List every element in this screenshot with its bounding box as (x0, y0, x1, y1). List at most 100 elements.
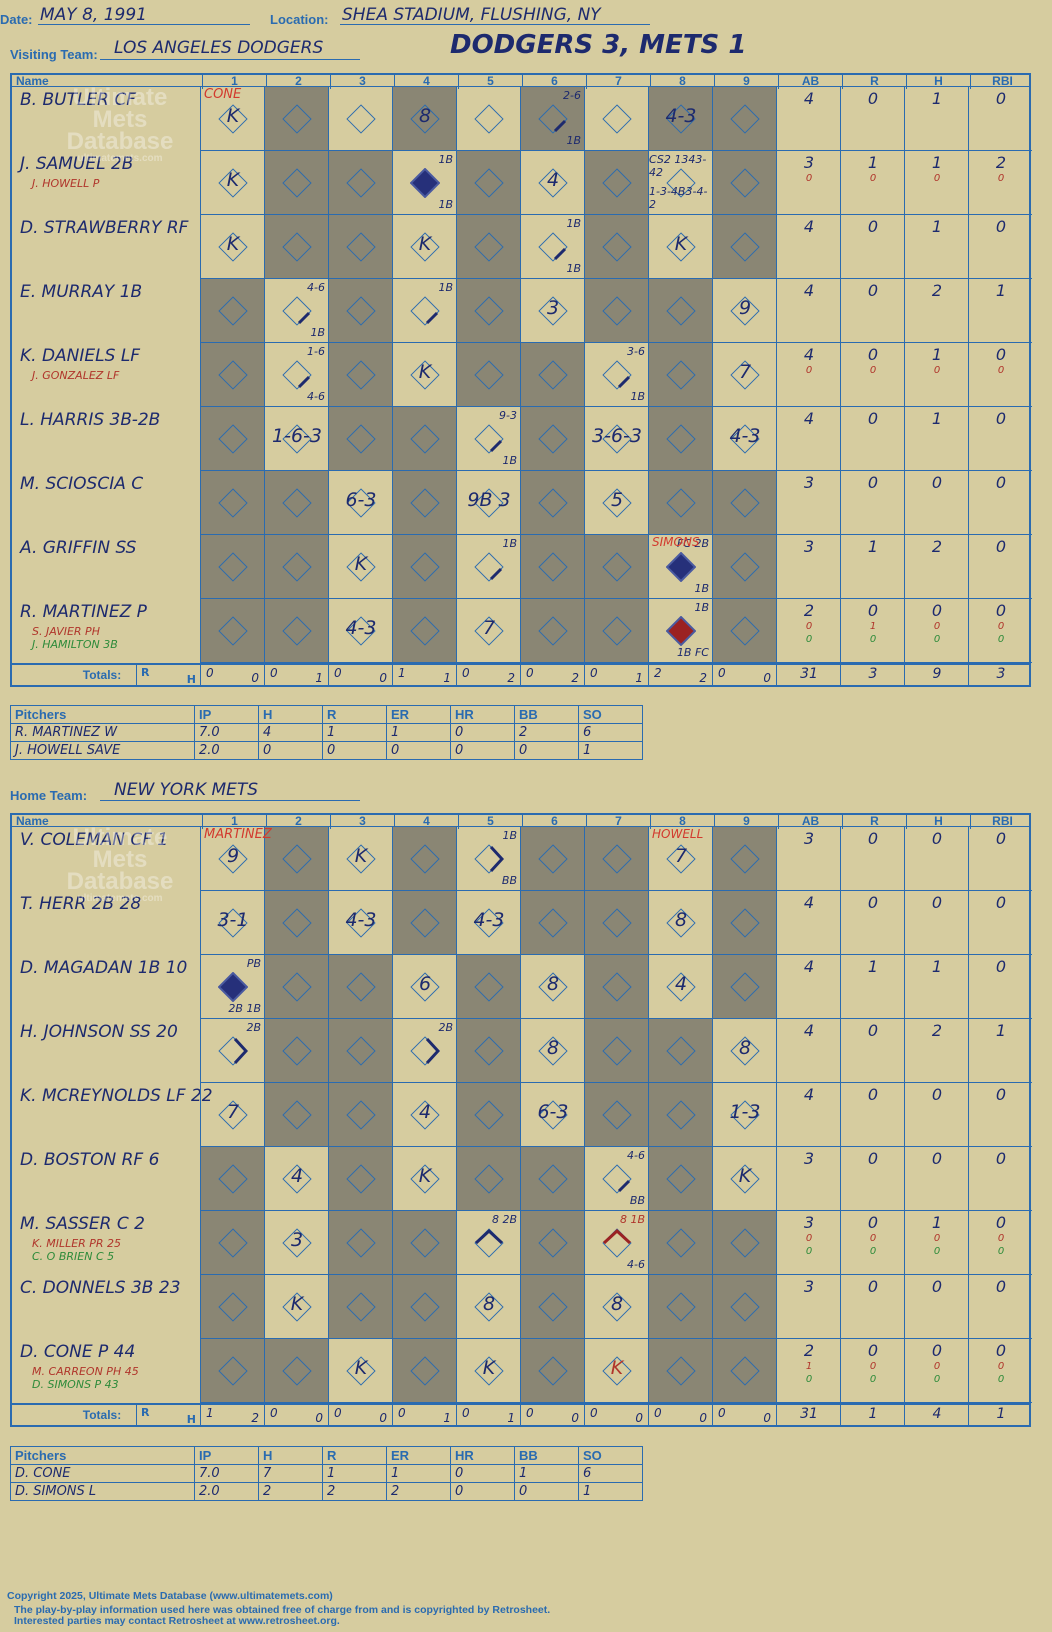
stat-cell: 2 (904, 1019, 968, 1083)
base-diamond (218, 552, 248, 582)
inning-cell: 1-6 4-6 (264, 343, 328, 407)
pitchers-label: Pitchers (10, 1446, 195, 1465)
pitcher-row: R. MARTINEZ W 7.0 4 1 1 0 2 6 (10, 723, 643, 742)
batter-name: D. STRAWBERRY RF (20, 218, 189, 238)
inning-cell (200, 1339, 264, 1403)
inning-cell: 4-3 (648, 87, 712, 151)
column-header-row: Name 1 2 3 4 5 6 7 8 9 AB R H RBI (10, 813, 1031, 829)
base-diamond (282, 1164, 312, 1194)
base-diamond (346, 296, 376, 326)
inning-cell (328, 1019, 392, 1083)
stat-cell: 0 (904, 1083, 968, 1147)
base-diamond (282, 360, 312, 390)
base-diamond (666, 844, 696, 874)
stat-total-value: 3 (868, 666, 878, 682)
stat-value: 4 (803, 281, 815, 300)
inning-runs: 1 (206, 1406, 214, 1420)
stat-value: 1 (931, 345, 943, 364)
inning-cell (392, 1211, 456, 1275)
inning-cell (200, 343, 264, 407)
inning-cell: 4-6 BB (584, 1147, 648, 1211)
base-diamond (666, 552, 696, 582)
inning-header-3: 3 (330, 815, 394, 829)
batter-name: B. BUTLER CF (20, 90, 137, 110)
play-note: 1B (502, 454, 517, 467)
base-diamond (666, 168, 696, 198)
pitcher-stat: 1 (386, 723, 451, 742)
base-diamond (282, 232, 312, 262)
game-location: SHEA STADIUM, FLUSHING, NY (342, 5, 601, 25)
batter-row: D. STRAWBERRY RF K K 1B 1B K 4 0 1 0 (10, 215, 1032, 279)
base-diamond (538, 360, 568, 390)
inning-cell (456, 955, 520, 1019)
base-diamond (602, 488, 632, 518)
batter-name: T. HERR 2B 28 (20, 894, 142, 914)
inning-cell (200, 471, 264, 535)
inning-cell: 1B (392, 279, 456, 343)
inning-cell: 1-6-3 (264, 407, 328, 471)
inning-hits: 2 (699, 671, 707, 685)
pitcher-stat-header: HR (450, 705, 515, 724)
inning-cell: 4-6 1B (264, 279, 328, 343)
substitute-name: J. GONZALEZ LF (32, 369, 120, 382)
batter-row: R. MARTINEZ P S. JAVIER PH J. HAMILTON 3B 4… (10, 599, 1032, 663)
inning-cell: 6-3 (520, 1083, 584, 1147)
stat-value: 0 (867, 281, 879, 300)
play-result: 7 (674, 845, 688, 867)
stat-value: 0 (995, 1341, 1007, 1360)
base-diamond (602, 360, 632, 390)
base-diamond (730, 104, 760, 134)
stat-value: 0 (931, 473, 943, 492)
stat-total: 1 (968, 1405, 1032, 1426)
play-result: K (674, 233, 688, 255)
base-diamond (474, 616, 504, 646)
batter-name: M. SASSER C 2 (20, 1214, 145, 1234)
stat-total: 9 (904, 665, 968, 686)
base-diamond (410, 1228, 440, 1258)
base-diamond (346, 908, 376, 938)
sub-stat-value: 0 (933, 634, 941, 645)
play-note: 1B FC (676, 646, 709, 659)
inning-cell: K (200, 151, 264, 215)
inning-runs: 0 (590, 666, 598, 680)
base-diamond (474, 424, 504, 454)
pitcher-stat: 1 (322, 1464, 387, 1483)
batter-name: K. DANIELS LF (20, 346, 141, 366)
batter-row: H. JOHNSON SS 20 2B 2B 8 8 4 0 2 1 (10, 1019, 1032, 1083)
stat-value: 0 (867, 473, 879, 492)
base-diamond (410, 1356, 440, 1386)
home-team-name: NEW YORK METS (114, 780, 259, 800)
base-diamond (218, 1100, 248, 1130)
inning-cell: 4 (520, 151, 584, 215)
stat-value: 0 (931, 1277, 943, 1296)
inning-runs: 1 (398, 666, 406, 680)
base-diamond (730, 1228, 760, 1258)
batter-name: C. DONNELS 3B 23 (20, 1278, 181, 1298)
base-diamond (282, 616, 312, 646)
inning-cell: 5 (584, 471, 648, 535)
base-diamond (474, 1100, 504, 1130)
play-result: K (354, 845, 368, 867)
base-diamond (218, 1036, 248, 1066)
base-diamond (666, 488, 696, 518)
batter-row: J. SAMUEL 2B J. HOWELL P K 1B 1B 4 CS2 1343-42… (10, 151, 1032, 215)
inning-cell: 8 (584, 1275, 648, 1339)
inning-header-1: 1 (202, 75, 266, 89)
stat-cell: 0 (904, 471, 968, 535)
column-header-row: Name 1 2 3 4 5 6 7 8 9 AB R H RBI (10, 73, 1031, 89)
stat-cell: 0 (840, 1019, 904, 1083)
play-result: 4-3 (729, 425, 761, 447)
base-diamond (666, 360, 696, 390)
inning-header-5: 5 (458, 75, 522, 89)
base-diamond (730, 844, 760, 874)
base-diamond (730, 232, 760, 262)
batter-row: D. MAGADAN 1B 10 PB 2B 1B 6 8 4 4 1 1 0 (10, 955, 1032, 1019)
inning-cell (648, 1019, 712, 1083)
play-note: 9-3 (499, 409, 517, 422)
sub-stat-value: 0 (933, 1374, 941, 1385)
base-diamond (282, 296, 312, 326)
